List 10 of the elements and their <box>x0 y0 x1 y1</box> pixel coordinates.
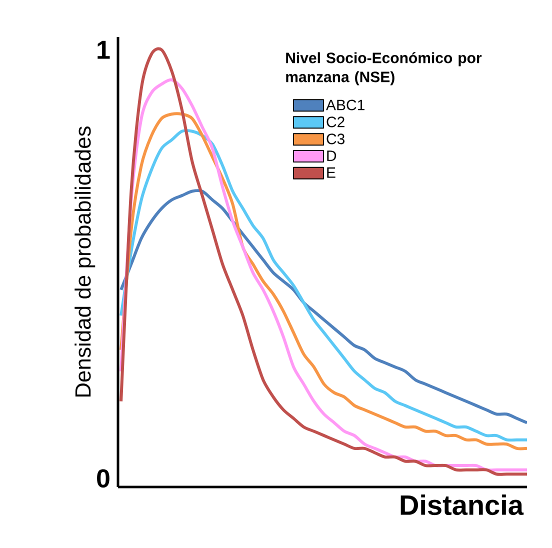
y-tick-label: 0 <box>97 469 110 488</box>
legend-label: C3 <box>326 134 344 144</box>
legend-label: E <box>327 167 336 178</box>
legend-label: D <box>327 150 336 161</box>
y-axis-title: Densidad de probabilidades <box>74 126 96 397</box>
x-axis-title: Distancia <box>400 494 524 516</box>
legend-label: C2 <box>326 116 344 128</box>
y-tick-label: 1 <box>98 40 110 59</box>
legend-label: ABC1 <box>326 100 364 110</box>
legend-title: Nivel Socio-Económico por manzana (NSE) <box>286 52 482 86</box>
